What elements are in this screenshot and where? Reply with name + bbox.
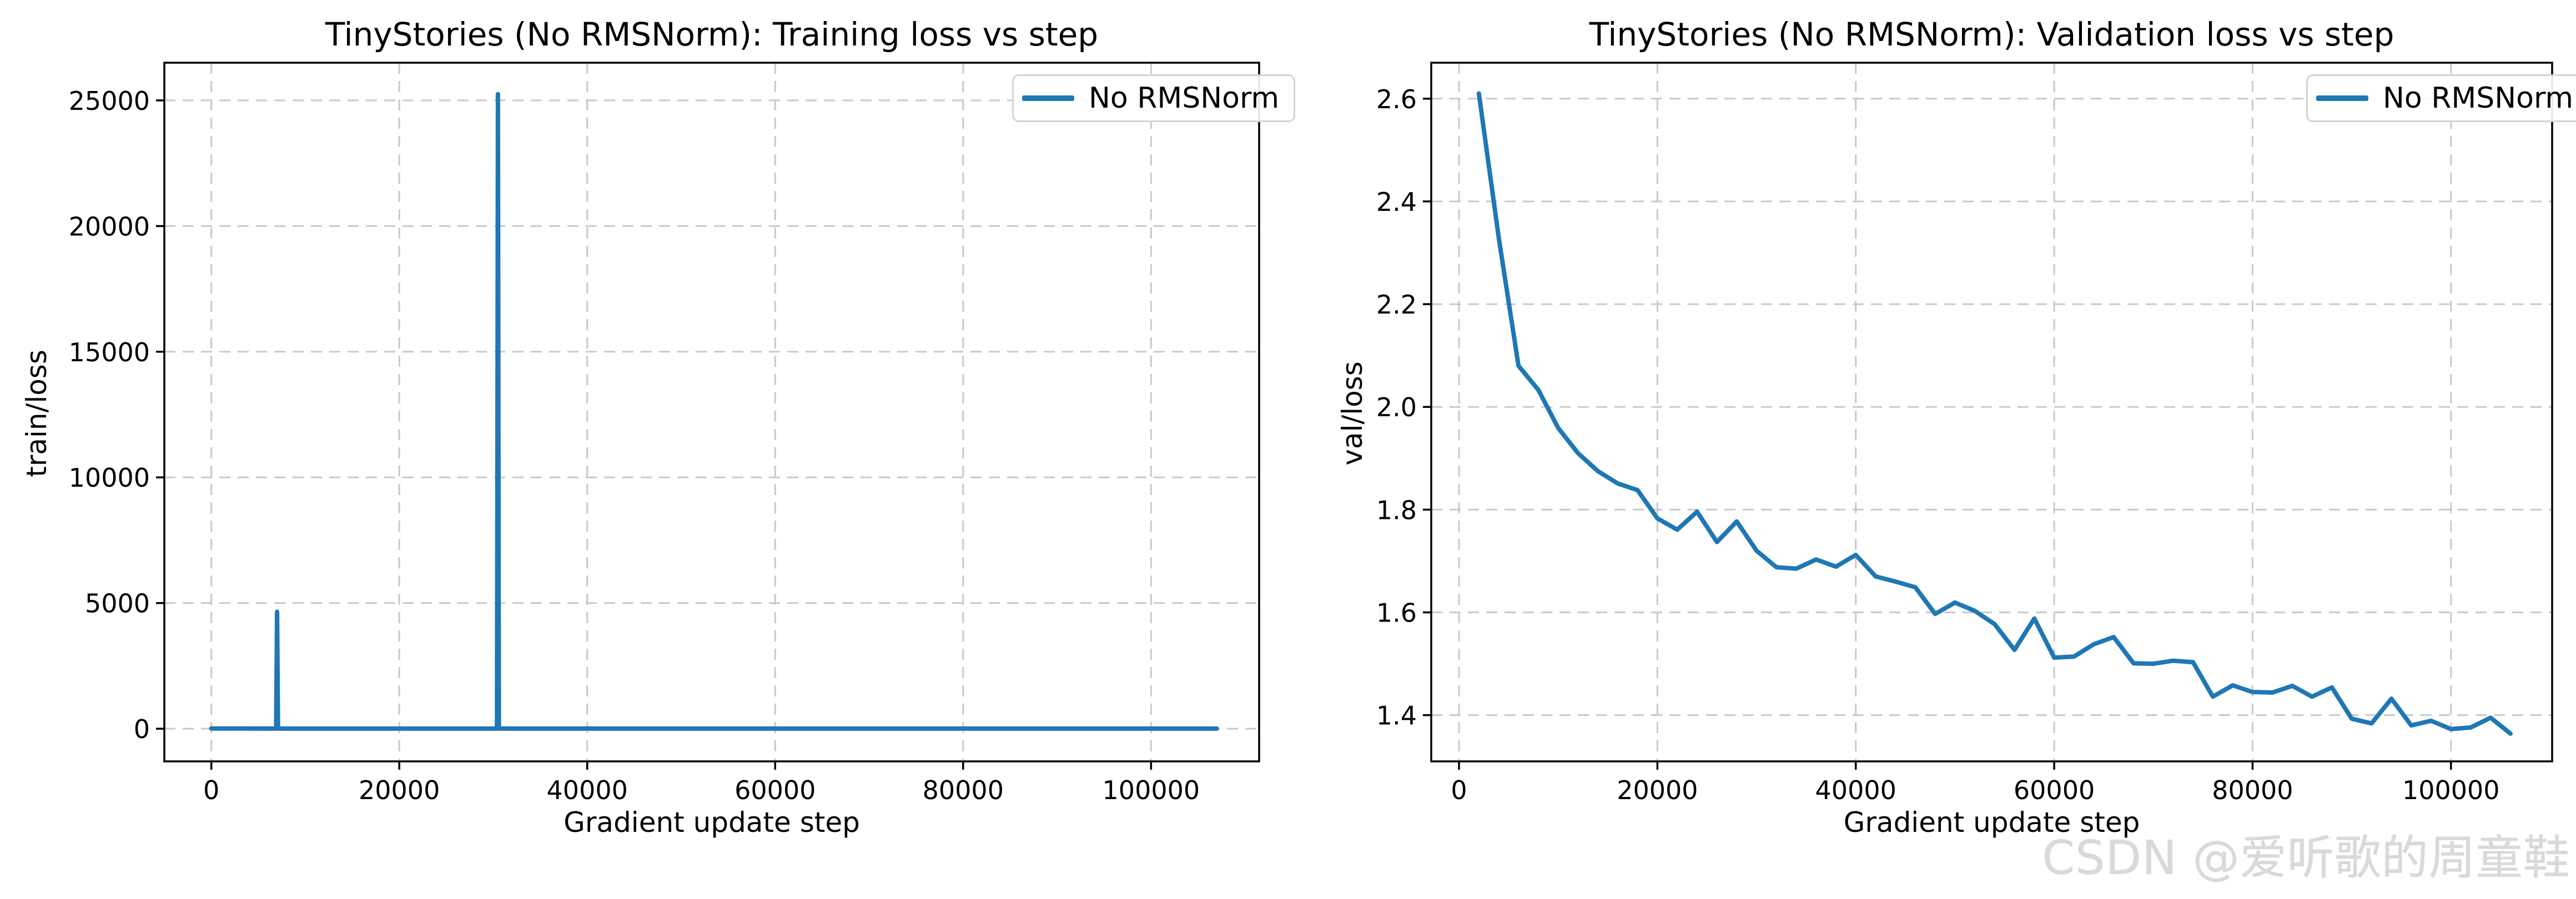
y-tick-label: 15000 bbox=[69, 337, 150, 367]
validation-yaxis-label: val/loss bbox=[1336, 361, 1368, 466]
x-tick-label: 20000 bbox=[1617, 775, 1698, 805]
x-tick-label: 20000 bbox=[359, 775, 440, 805]
y-tick-label: 20000 bbox=[69, 211, 150, 241]
y-tick-label: 5000 bbox=[85, 589, 150, 619]
training-yaxis-label: train/loss bbox=[21, 350, 53, 477]
x-tick-label: 0 bbox=[1451, 775, 1467, 805]
y-tick-label: 2.0 bbox=[1376, 392, 1417, 422]
validation-chart-title: TinyStories (No RMSNorm): Validation los… bbox=[1589, 16, 2394, 53]
y-tick-label: 0 bbox=[134, 714, 150, 744]
y-tick-label: 2.6 bbox=[1376, 84, 1417, 114]
y-tick-label: 1.4 bbox=[1376, 701, 1417, 731]
legend-line-swatch bbox=[1022, 95, 1074, 101]
x-tick-label: 60000 bbox=[2014, 775, 2095, 805]
legend-label: No RMSNorm bbox=[1089, 82, 1280, 115]
y-tick-label: 2.4 bbox=[1376, 187, 1417, 217]
training-xaxis-label: Gradient update step bbox=[564, 806, 860, 839]
y-tick-label: 1.6 bbox=[1376, 598, 1417, 628]
y-tick-label: 2.2 bbox=[1376, 290, 1417, 320]
axes-spines bbox=[1430, 62, 2553, 762]
axes-spines bbox=[163, 62, 1260, 762]
series-line bbox=[209, 92, 1219, 731]
x-tick-label: 80000 bbox=[923, 775, 1004, 805]
x-tick-label: 80000 bbox=[2212, 775, 2293, 805]
y-tick-label: 1.8 bbox=[1376, 495, 1417, 525]
x-tick-label: 40000 bbox=[1815, 775, 1896, 805]
y-tick-label: 10000 bbox=[69, 463, 150, 493]
training-legend: No RMSNorm bbox=[1012, 74, 1296, 122]
training-chart-title: TinyStories (No RMSNorm): Training loss … bbox=[325, 16, 1099, 53]
y-tick-label: 25000 bbox=[69, 86, 150, 116]
x-tick-label: 0 bbox=[203, 775, 219, 805]
validation-legend: No RMSNorm bbox=[2306, 74, 2576, 122]
legend-label: No RMSNorm bbox=[2383, 82, 2574, 115]
validation-xaxis-label: Gradient update step bbox=[1843, 806, 2140, 839]
x-tick-label: 40000 bbox=[547, 775, 628, 805]
x-tick-label: 60000 bbox=[734, 775, 816, 805]
series-line bbox=[1476, 91, 2513, 736]
legend-line-swatch bbox=[2316, 95, 2368, 101]
x-tick-label: 100000 bbox=[1103, 775, 1200, 805]
csdn-watermark: CSDN @爱听歌的周童鞋 bbox=[2042, 831, 2570, 885]
x-tick-label: 100000 bbox=[2402, 775, 2500, 805]
